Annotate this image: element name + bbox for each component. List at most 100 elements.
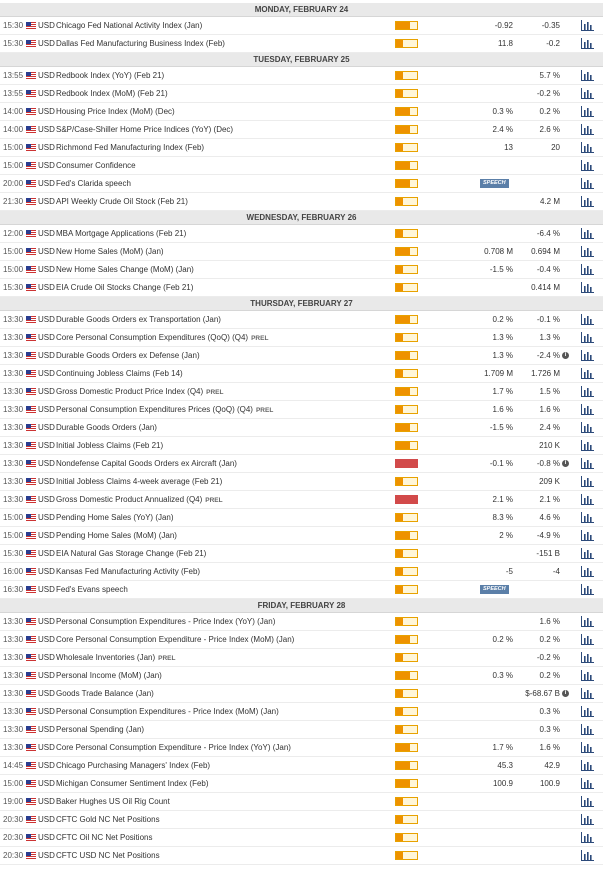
event-name[interactable]: Housing Price Index (MoM) (Dec): [56, 103, 175, 120]
chart-button[interactable]: [581, 246, 594, 257]
chart-button[interactable]: [581, 530, 594, 541]
event-row[interactable]: 15:00 USD Michigan Consumer Sentiment Inde…: [0, 775, 603, 793]
chart-button[interactable]: [581, 228, 594, 239]
event-name[interactable]: Baker Hughes US Oil Rig Count: [56, 793, 170, 810]
chart-button[interactable]: [581, 178, 594, 189]
event-row[interactable]: 15:30 USD Dallas Fed Manufacturing Busines…: [0, 35, 603, 53]
chart-button[interactable]: [581, 670, 594, 681]
event-name[interactable]: Personal Spending (Jan): [56, 721, 144, 738]
event-name[interactable]: Goods Trade Balance (Jan): [56, 685, 154, 702]
event-row[interactable]: 13:30 USD Gross Domestic Product Price Ind…: [0, 383, 603, 401]
chart-button[interactable]: [581, 494, 594, 505]
event-row[interactable]: 14:00 USD S&P/Case-Shiller Home Price Indi…: [0, 121, 603, 139]
event-row[interactable]: 13:30 USD Wholesale Inventories (Jan) PREL -…: [0, 649, 603, 667]
chart-button[interactable]: [581, 688, 594, 699]
event-name[interactable]: Redbook Index (YoY) (Feb 21): [56, 67, 164, 84]
chart-button[interactable]: [581, 476, 594, 487]
event-name[interactable]: CFTC Oil NC Net Positions: [56, 829, 152, 846]
event-row[interactable]: 20:30 USD CFTC USD NC Net Positions: [0, 847, 603, 865]
event-name[interactable]: CFTC USD NC Net Positions: [56, 847, 160, 864]
event-row[interactable]: 13:55 USD Redbook Index (YoY) (Feb 21) 5.7 …: [0, 67, 603, 85]
chart-button[interactable]: [581, 160, 594, 171]
event-row[interactable]: 15:00 USD Pending Home Sales (YoY) (Jan) 8.…: [0, 509, 603, 527]
revised-icon[interactable]: i: [562, 352, 569, 359]
event-name[interactable]: Fed's Clarida speech: [56, 175, 131, 192]
chart-button[interactable]: [581, 724, 594, 735]
event-name[interactable]: Continuing Jobless Claims (Feb 14): [56, 365, 183, 382]
event-name[interactable]: Initial Jobless Claims (Feb 21): [56, 437, 163, 454]
event-row[interactable]: 13:30 USD Nondefense Capital Goods Orders …: [0, 455, 603, 473]
chart-button[interactable]: [581, 440, 594, 451]
event-name[interactable]: Durable Goods Orders ex Transportation (…: [56, 311, 221, 328]
event-name[interactable]: Chicago Fed National Activity Index (Jan…: [56, 17, 202, 34]
chart-button[interactable]: [581, 706, 594, 717]
chart-button[interactable]: [581, 404, 594, 415]
chart-button[interactable]: [581, 584, 594, 595]
event-name[interactable]: Durable Goods Orders ex Defense (Jan): [56, 347, 200, 364]
event-row[interactable]: 15:00 USD New Home Sales (MoM) (Jan) 0.708 …: [0, 243, 603, 261]
event-row[interactable]: 14:45 USD Chicago Purchasing Managers' Ind…: [0, 757, 603, 775]
event-row[interactable]: 13:30 USD Durable Goods Orders ex Transpor…: [0, 311, 603, 329]
event-name[interactable]: Personal Consumption Expenditures Prices…: [56, 401, 273, 419]
chart-button[interactable]: [581, 106, 594, 117]
event-row[interactable]: 20:30 USD CFTC Oil NC Net Positions: [0, 829, 603, 847]
event-name[interactable]: Kansas Fed Manufacturing Activity (Feb): [56, 563, 200, 580]
chart-button[interactable]: [581, 616, 594, 627]
event-name[interactable]: API Weekly Crude Oil Stock (Feb 21): [56, 193, 188, 210]
event-row[interactable]: 16:30 USD Fed's Evans speech SPEECH: [0, 581, 603, 599]
event-name[interactable]: Durable Goods Orders (Jan): [56, 419, 157, 436]
event-name[interactable]: Wholesale Inventories (Jan) PREL: [56, 649, 176, 667]
event-row[interactable]: 13:30 USD Core Personal Consumption Expend…: [0, 329, 603, 347]
event-name[interactable]: Pending Home Sales (YoY) (Jan): [56, 509, 174, 526]
event-row[interactable]: 13:30 USD Durable Goods Orders (Jan) -1.5 %…: [0, 419, 603, 437]
event-name[interactable]: S&P/Case-Shiller Home Price Indices (YoY…: [56, 121, 233, 138]
event-row[interactable]: 13:30 USD Core Personal Consumption Expend…: [0, 631, 603, 649]
event-name[interactable]: MBA Mortgage Applications (Feb 21): [56, 225, 186, 242]
chart-button[interactable]: [581, 88, 594, 99]
chart-button[interactable]: [581, 566, 594, 577]
event-name[interactable]: Pending Home Sales (MoM) (Jan): [56, 527, 177, 544]
chart-button[interactable]: [581, 814, 594, 825]
event-row[interactable]: 15:30 USD Chicago Fed National Activity In…: [0, 17, 603, 35]
event-row[interactable]: 15:00 USD Richmond Fed Manufacturing Index…: [0, 139, 603, 157]
event-row[interactable]: 13:30 USD Personal Consumption Expenditure…: [0, 401, 603, 419]
event-row[interactable]: 13:30 USD Personal Consumption Expenditure…: [0, 613, 603, 631]
event-row[interactable]: 13:30 USD Gross Domestic Product Annualize…: [0, 491, 603, 509]
event-name[interactable]: Fed's Evans speech: [56, 581, 128, 598]
event-name[interactable]: New Home Sales (MoM) (Jan): [56, 243, 164, 260]
chart-button[interactable]: [581, 796, 594, 807]
event-row[interactable]: 15:30 USD EIA Crude Oil Stocks Change (Feb…: [0, 279, 603, 297]
event-row[interactable]: 13:30 USD Personal Spending (Jan) 0.3 %: [0, 721, 603, 739]
event-name[interactable]: Core Personal Consumption Expenditure - …: [56, 631, 294, 648]
chart-button[interactable]: [581, 196, 594, 207]
event-row[interactable]: 20:30 USD CFTC Gold NC Net Positions: [0, 811, 603, 829]
chart-button[interactable]: [581, 264, 594, 275]
event-row[interactable]: 15:00 USD New Home Sales Change (MoM) (Jan…: [0, 261, 603, 279]
chart-button[interactable]: [581, 548, 594, 559]
revised-icon[interactable]: i: [562, 460, 569, 467]
event-row[interactable]: 13:55 USD Redbook Index (MoM) (Feb 21) -0.2…: [0, 85, 603, 103]
event-name[interactable]: Richmond Fed Manufacturing Index (Feb): [56, 139, 204, 156]
event-name[interactable]: Core Personal Consumption Expenditure - …: [56, 739, 291, 756]
chart-button[interactable]: [581, 350, 594, 361]
chart-button[interactable]: [581, 314, 594, 325]
event-row[interactable]: 15:00 USD Pending Home Sales (MoM) (Jan) 2 …: [0, 527, 603, 545]
chart-button[interactable]: [581, 760, 594, 771]
chart-button[interactable]: [581, 20, 594, 31]
event-row[interactable]: 13:30 USD Durable Goods Orders ex Defense …: [0, 347, 603, 365]
event-row[interactable]: 13:30 USD Initial Jobless Claims 4-week av…: [0, 473, 603, 491]
event-name[interactable]: New Home Sales Change (MoM) (Jan): [56, 261, 194, 278]
event-row[interactable]: 20:00 USD Fed's Clarida speech SPEECH: [0, 175, 603, 193]
chart-button[interactable]: [581, 282, 594, 293]
chart-button[interactable]: [581, 832, 594, 843]
event-name[interactable]: Gross Domestic Product Price Index (Q4) P…: [56, 383, 224, 401]
event-row[interactable]: 13:30 USD Initial Jobless Claims (Feb 21) 2…: [0, 437, 603, 455]
chart-button[interactable]: [581, 422, 594, 433]
event-row[interactable]: 13:30 USD Personal Income (MoM) (Jan) 0.3 %…: [0, 667, 603, 685]
chart-button[interactable]: [581, 368, 594, 379]
chart-button[interactable]: [581, 652, 594, 663]
chart-button[interactable]: [581, 458, 594, 469]
event-name[interactable]: Redbook Index (MoM) (Feb 21): [56, 85, 168, 102]
event-name[interactable]: EIA Natural Gas Storage Change (Feb 21): [56, 545, 206, 562]
event-name[interactable]: Chicago Purchasing Managers' Index (Feb): [56, 757, 210, 774]
